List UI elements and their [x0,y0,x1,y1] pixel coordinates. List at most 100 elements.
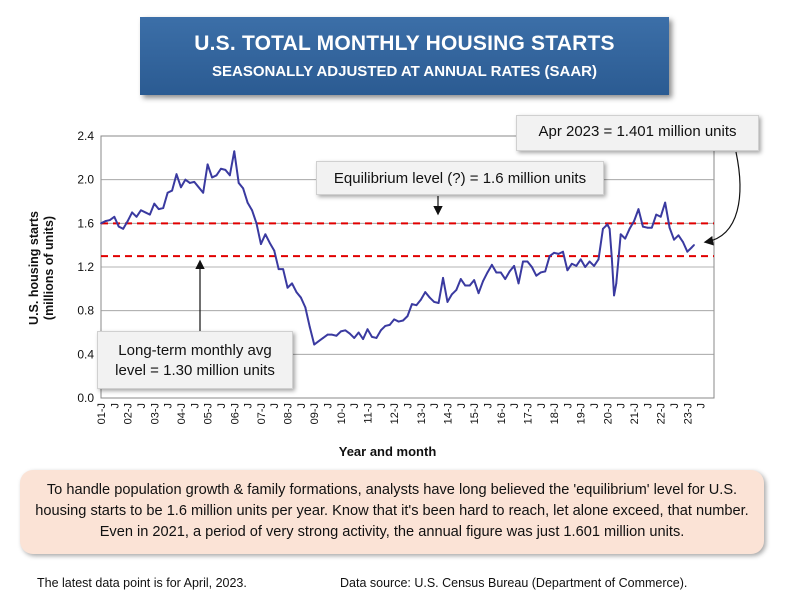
data-point [117,225,120,228]
data-point [224,168,227,171]
data-point [495,271,498,274]
x-tick-label: 01-J [96,403,108,424]
data-point [513,265,516,267]
data-point [388,323,391,326]
data-point [446,301,449,303]
data-point [255,222,258,225]
data-point [113,215,116,218]
data-point [642,225,644,228]
data-point [131,211,133,214]
y-tick-label: 2.4 [77,129,94,143]
x-tick-label: J [696,403,708,409]
x-tick-label: 15-J [469,403,481,424]
x-tick-label: 23-J [682,403,694,424]
data-point [144,211,147,214]
x-tick-label: 16-J [496,403,508,424]
data-point [171,189,173,192]
data-point [108,219,111,221]
data-point [264,233,267,236]
data-point [553,251,555,254]
data-point [628,227,631,230]
data-point [100,222,102,225]
data-point [575,265,578,267]
data-point [526,260,529,263]
x-tick-label: J [482,403,494,409]
data-point [522,260,524,263]
data-point [459,278,462,280]
data-point [682,240,684,243]
data-point [677,234,680,237]
data-point [299,296,302,299]
data-point [362,338,364,340]
data-point [613,294,615,297]
x-tick-label: 18-J [549,403,561,424]
data-point [615,282,618,285]
data-point [477,292,480,295]
data-point [566,269,569,272]
data-point [197,186,200,189]
x-axis-label: Year and month [338,444,437,459]
housing-starts-chart: 0.00.40.81.21.62.02.401-J J 02-J J 03-J J 04-J… [77,129,741,424]
x-tick-label: J [562,403,574,409]
data-point [610,257,613,260]
data-point [406,315,409,318]
data-point [673,238,675,241]
long-term-line-2: level = 1.30 million units [115,362,275,379]
x-tick-label: 19-J [576,403,588,424]
data-point [162,207,165,209]
x-tick-label: 14-J [442,403,454,424]
data-point [188,182,191,184]
data-point [246,201,249,204]
data-point [393,318,396,321]
data-point [433,301,436,303]
x-tick-label: 12-J [389,403,401,424]
x-tick-label: J [136,403,148,409]
x-tick-label: J [589,403,601,409]
x-tick-label: 05-J [203,403,215,424]
data-point [424,291,427,294]
data-point [544,270,547,273]
data-point [331,333,333,336]
data-point [273,249,276,252]
y-tick-label: 2.0 [77,173,94,187]
data-point [140,209,142,212]
data-point [295,291,298,294]
data-point [579,258,582,261]
data-point [339,330,342,333]
x-tick-label: J [616,403,628,409]
data-point [419,298,422,301]
x-tick-label: 13-J [416,403,428,424]
data-point [353,337,356,339]
y-axis-label: U.S. housing starts (millions of units) [27,211,56,325]
x-tick-label: 09-J [309,403,321,424]
x-tick-label: J [429,403,441,409]
data-point [157,208,160,211]
data-point [357,331,360,334]
data-point [606,223,609,226]
data-point [397,320,400,323]
y-tick-label: 0.8 [77,304,94,318]
data-point [308,326,311,328]
data-point [166,191,169,194]
data-point [304,306,307,309]
data-point [686,250,689,253]
x-tick-label: 03-J [149,403,161,424]
data-point [562,250,564,253]
x-tick-label: 08-J [283,403,295,424]
y-tick-label: 1.6 [77,216,94,230]
data-point [104,220,107,223]
data-point [184,178,187,181]
data-point [451,293,453,296]
data-point [228,174,231,177]
data-source-note: Data source: U.S. Census Bureau (Departm… [340,576,688,590]
data-point [317,340,320,343]
data-point [504,278,507,280]
long-term-line-1: Long-term monthly avg [118,342,272,359]
data-point [664,201,667,204]
data-point [344,329,347,332]
data-point [464,284,467,287]
x-tick-label: J [376,403,388,409]
data-point [499,271,502,274]
x-tick-label: 11-J [363,403,375,424]
x-tick-label: 20-J [602,403,614,424]
